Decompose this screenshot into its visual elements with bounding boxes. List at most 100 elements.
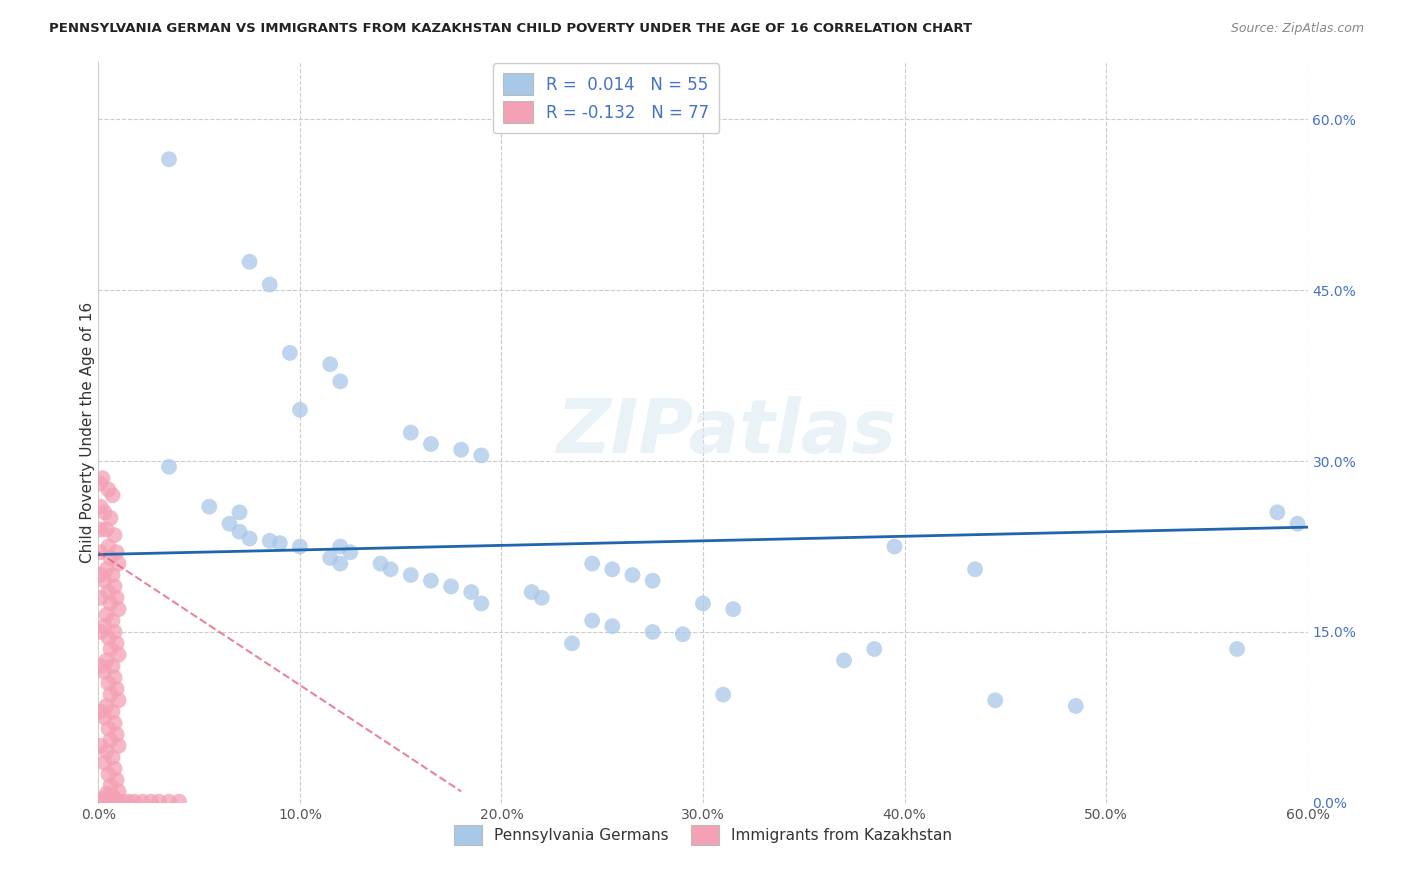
Point — [93, 756, 115, 770]
Point — [97, 793, 120, 807]
Point — [711, 688, 734, 702]
Point — [103, 671, 125, 685]
Point — [228, 505, 250, 519]
Point — [100, 733, 122, 747]
Point — [101, 614, 124, 628]
Point — [672, 627, 695, 641]
Point — [105, 636, 128, 650]
Point — [101, 488, 124, 502]
Point — [103, 579, 125, 593]
Point — [157, 153, 180, 167]
Point — [91, 471, 114, 485]
Point — [641, 574, 664, 588]
Point — [93, 574, 115, 588]
Point — [1267, 505, 1289, 519]
Point — [89, 591, 111, 605]
Point — [103, 528, 125, 542]
Point — [139, 795, 162, 809]
Point — [93, 619, 115, 633]
Point — [101, 750, 124, 764]
Point — [984, 693, 1007, 707]
Point — [157, 459, 180, 474]
Point — [105, 545, 128, 559]
Point — [105, 681, 128, 696]
Point — [581, 614, 603, 628]
Point — [107, 648, 129, 662]
Point — [239, 532, 262, 546]
Point — [470, 449, 492, 463]
Point — [239, 254, 262, 268]
Point — [561, 636, 583, 650]
Point — [288, 540, 311, 554]
Point — [132, 795, 155, 809]
Point — [97, 767, 120, 781]
Point — [89, 545, 111, 559]
Point — [1286, 516, 1309, 531]
Point — [1226, 642, 1249, 657]
Point — [105, 772, 128, 787]
Point — [103, 624, 125, 639]
Point — [89, 568, 111, 582]
Point — [641, 624, 664, 639]
Point — [89, 705, 111, 719]
Point — [97, 585, 120, 599]
Point — [329, 557, 352, 571]
Point — [105, 795, 128, 809]
Point — [288, 402, 311, 417]
Point — [107, 602, 129, 616]
Point — [278, 346, 301, 360]
Point — [89, 739, 111, 753]
Point — [329, 540, 352, 554]
Point — [100, 597, 122, 611]
Point — [105, 727, 128, 741]
Point — [105, 591, 128, 605]
Point — [339, 545, 361, 559]
Y-axis label: Child Poverty Under the Age of 16: Child Poverty Under the Age of 16 — [80, 302, 94, 563]
Point — [107, 784, 129, 798]
Point — [460, 585, 482, 599]
Point — [621, 568, 644, 582]
Point — [218, 516, 240, 531]
Point — [723, 602, 745, 616]
Point — [101, 789, 124, 803]
Point — [96, 562, 118, 576]
Point — [107, 739, 129, 753]
Point — [520, 585, 543, 599]
Text: ZIPatlas: ZIPatlas — [557, 396, 897, 469]
Point — [93, 665, 115, 679]
Point — [259, 277, 281, 292]
Point — [101, 659, 124, 673]
Point — [101, 705, 124, 719]
Point — [329, 375, 352, 389]
Point — [530, 591, 553, 605]
Point — [198, 500, 221, 514]
Point — [96, 607, 118, 622]
Point — [319, 357, 342, 371]
Point — [97, 676, 120, 690]
Point — [96, 653, 118, 667]
Point — [269, 536, 291, 550]
Text: Source: ZipAtlas.com: Source: ZipAtlas.com — [1230, 22, 1364, 36]
Point — [107, 693, 129, 707]
Point — [93, 710, 115, 724]
Point — [148, 795, 170, 809]
Point — [965, 562, 987, 576]
Point — [96, 745, 118, 759]
Point — [103, 716, 125, 731]
Point — [93, 505, 115, 519]
Point — [124, 795, 146, 809]
Point — [420, 437, 443, 451]
Point — [319, 550, 342, 565]
Point — [832, 653, 855, 667]
Point — [420, 574, 443, 588]
Point — [692, 597, 714, 611]
Point — [96, 698, 118, 713]
Point — [450, 442, 472, 457]
Point — [118, 795, 141, 809]
Point — [100, 511, 122, 525]
Point — [470, 597, 492, 611]
Point — [89, 476, 111, 491]
Point — [602, 619, 624, 633]
Point — [97, 483, 120, 497]
Point — [97, 540, 120, 554]
